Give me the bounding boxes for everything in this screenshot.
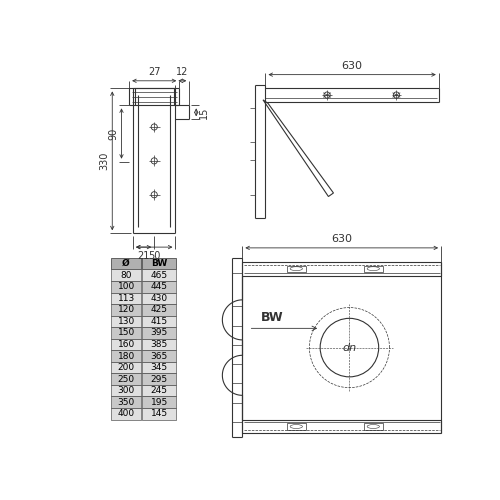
Text: 200: 200	[118, 363, 134, 372]
Bar	[287, 424, 306, 430]
Bar	[112, 396, 141, 408]
Text: 445: 445	[150, 282, 168, 292]
Bar	[364, 424, 382, 430]
Bar	[142, 316, 176, 327]
Text: 150: 150	[118, 328, 134, 338]
Text: 160: 160	[118, 340, 134, 349]
Bar	[112, 292, 141, 304]
Text: 245: 245	[150, 386, 168, 395]
Text: 250: 250	[118, 374, 134, 384]
Bar	[142, 362, 176, 374]
Text: 145: 145	[150, 410, 168, 418]
Text: 345: 345	[150, 363, 168, 372]
Text: 350: 350	[118, 398, 134, 407]
Text: 630: 630	[342, 61, 362, 71]
Bar	[112, 304, 141, 316]
Bar	[112, 408, 141, 420]
Text: 12: 12	[176, 67, 188, 77]
Text: 385: 385	[150, 340, 168, 349]
Bar	[142, 408, 176, 420]
Text: 425: 425	[150, 306, 168, 314]
Bar	[112, 258, 141, 270]
Bar	[142, 385, 176, 396]
Text: 400: 400	[118, 410, 134, 418]
Text: 27: 27	[148, 67, 160, 77]
Text: 415: 415	[150, 317, 168, 326]
Text: 365: 365	[150, 352, 168, 360]
Text: 21: 21	[138, 251, 150, 261]
Text: 195: 195	[150, 398, 168, 407]
Text: 395: 395	[150, 328, 168, 338]
Text: 90: 90	[108, 128, 118, 140]
Bar	[142, 396, 176, 408]
Bar	[142, 338, 176, 350]
Text: 100: 100	[118, 282, 134, 292]
Bar	[112, 327, 141, 338]
Text: 50: 50	[148, 251, 160, 261]
Text: 330: 330	[99, 152, 109, 170]
Bar	[112, 281, 141, 292]
Bar	[142, 292, 176, 304]
Text: Ø: Ø	[122, 259, 130, 268]
Text: dn: dn	[342, 342, 356, 352]
Text: 113: 113	[118, 294, 134, 303]
Text: 15: 15	[200, 106, 209, 118]
Bar	[112, 270, 141, 281]
Text: 300: 300	[118, 386, 134, 395]
Text: 80: 80	[120, 270, 132, 280]
Bar	[112, 362, 141, 374]
Bar	[112, 350, 141, 362]
Bar	[112, 385, 141, 396]
Text: BW: BW	[151, 259, 168, 268]
Bar	[112, 338, 141, 350]
Text: BW: BW	[261, 312, 283, 324]
Bar	[112, 316, 141, 327]
Bar	[142, 304, 176, 316]
Bar	[364, 266, 382, 272]
Bar	[142, 258, 176, 270]
Bar	[142, 270, 176, 281]
Text: 130: 130	[118, 317, 134, 326]
Bar	[142, 350, 176, 362]
Bar	[142, 374, 176, 385]
Text: 630: 630	[331, 234, 352, 244]
Text: 120: 120	[118, 306, 134, 314]
Bar	[142, 281, 176, 292]
Bar	[112, 374, 141, 385]
Text: 465: 465	[150, 270, 168, 280]
Text: 430: 430	[150, 294, 168, 303]
Text: 180: 180	[118, 352, 134, 360]
Text: 295: 295	[150, 374, 168, 384]
Bar	[142, 327, 176, 338]
Bar	[287, 266, 306, 272]
